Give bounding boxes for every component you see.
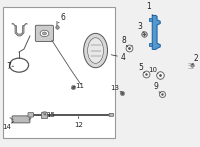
Polygon shape [15,26,24,36]
Text: 8: 8 [121,36,126,45]
Text: 13: 13 [111,85,120,91]
Ellipse shape [88,38,104,63]
Text: 4: 4 [120,53,125,62]
Text: 2: 2 [194,54,198,63]
Text: 14: 14 [2,124,11,130]
Text: 10: 10 [148,67,157,73]
Text: 15: 15 [46,112,55,118]
Bar [3,7,115,138]
Polygon shape [149,43,152,46]
Circle shape [40,30,49,37]
FancyBboxPatch shape [35,25,53,41]
Polygon shape [149,18,152,21]
FancyBboxPatch shape [109,113,113,116]
Text: 3: 3 [138,22,143,31]
Text: 9: 9 [154,82,159,91]
FancyBboxPatch shape [12,116,30,123]
Circle shape [42,32,46,35]
Text: 7: 7 [7,62,11,71]
Text: 6: 6 [60,13,65,22]
FancyBboxPatch shape [28,113,34,117]
Ellipse shape [84,33,108,68]
Polygon shape [152,15,160,49]
Text: 1: 1 [147,2,151,11]
Text: 5: 5 [139,63,144,72]
Text: 11: 11 [76,83,85,89]
Text: 12: 12 [74,122,83,128]
